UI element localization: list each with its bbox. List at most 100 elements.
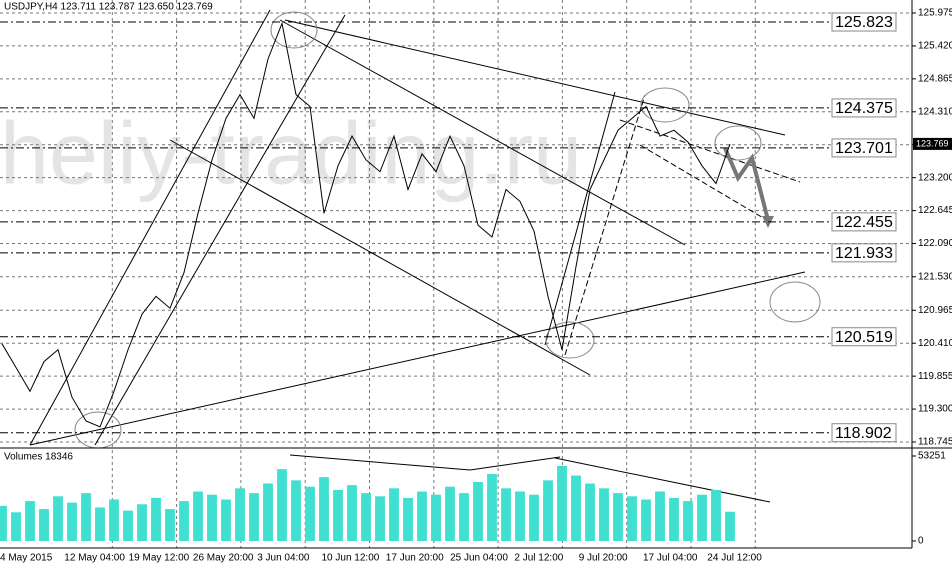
volume-bar <box>81 493 91 541</box>
volume-bar <box>25 501 35 541</box>
y-tick-label: 119.855 <box>918 371 952 382</box>
y-tick-label: 118.745 <box>918 437 952 448</box>
volume-tick-label: 53251 <box>918 451 946 462</box>
volume-bar <box>515 491 525 541</box>
x-tick-label: 17 Jun 20:00 <box>386 553 444 564</box>
current-price-box <box>913 137 952 150</box>
volume-bar <box>179 501 189 541</box>
volume-bar <box>501 488 511 541</box>
volume-bar <box>683 501 693 541</box>
y-tick-label: 125.975 <box>918 8 952 19</box>
trend-lines <box>29 9 821 503</box>
volume-bar <box>697 494 707 541</box>
volume-bar <box>431 494 441 541</box>
y-tick-label: 125.420 <box>918 41 952 52</box>
volume-bar <box>305 486 315 541</box>
volume-bar <box>235 488 245 541</box>
x-tick-label: 19 May 12:00 <box>129 553 190 564</box>
volume-bar <box>263 483 273 541</box>
volume-bar <box>655 491 665 541</box>
volume-bar <box>333 489 343 541</box>
volume-bar <box>669 497 679 541</box>
volume-bar <box>53 496 63 541</box>
x-tick-label: 10 Jun 12:00 <box>322 553 380 564</box>
volume-bar <box>473 481 483 541</box>
volume-bar <box>151 497 161 541</box>
volume-bar <box>123 510 133 541</box>
volume-bar <box>249 493 259 541</box>
chart-title: USDJPY,H4 123.711 123.787 123.650 123.76… <box>4 2 213 13</box>
watermark: heliy-trading.ru <box>0 103 582 202</box>
volume-bar <box>0 505 7 541</box>
volume-bar <box>193 491 203 541</box>
x-tick-label: 4 May 2015 <box>0 553 53 564</box>
volume-bar <box>417 491 427 541</box>
x-tick-label: 25 Jun 04:00 <box>450 553 508 564</box>
y-tick-label: 121.530 <box>918 271 952 282</box>
y-tick-label: 120.965 <box>918 305 952 316</box>
level-label-box <box>831 327 897 347</box>
price-line <box>1 21 731 428</box>
level-label: 124.375 <box>835 100 893 117</box>
y-tick-label: 119.300 <box>918 404 952 415</box>
volume-bar <box>221 499 231 541</box>
volume-bar <box>557 465 567 541</box>
volume-bar <box>599 488 609 541</box>
volume-bar <box>207 494 217 541</box>
volume-bar <box>571 475 581 541</box>
volume-bar <box>487 473 497 541</box>
volume-bar <box>543 480 553 541</box>
volume-bar <box>529 494 539 541</box>
current-price-label: 123.769 <box>916 138 949 148</box>
volume-bar <box>725 511 735 541</box>
level-label-box <box>831 98 897 118</box>
volume-bar <box>95 507 105 541</box>
volume-bar <box>165 509 175 541</box>
volume-bar <box>613 493 623 541</box>
volume-bar <box>403 497 413 541</box>
level-label-box <box>831 243 897 263</box>
y-tick-label: 124.865 <box>918 74 952 85</box>
level-label-box <box>831 212 897 232</box>
volume-bar <box>459 493 469 541</box>
volume-bar <box>109 499 119 541</box>
x-tick-label: 26 May 20:00 <box>193 553 254 564</box>
volume-bar <box>347 485 357 541</box>
x-tick-label: 9 Jul 20:00 <box>579 553 628 564</box>
level-label: 125.823 <box>835 14 893 31</box>
y-tick-label: 120.410 <box>918 338 952 349</box>
y-tick-label: 124.310 <box>918 106 952 117</box>
x-tick-label: 12 May 04:00 <box>64 553 125 564</box>
level-label: 118.902 <box>835 425 892 442</box>
volume-bar <box>361 493 371 541</box>
volume-bar <box>277 469 287 541</box>
level-label: 120.519 <box>835 329 893 346</box>
volume-bar <box>137 504 147 541</box>
level-label: 122.455 <box>835 214 893 231</box>
level-label: 123.701 <box>835 140 893 157</box>
volume-bar <box>67 502 77 541</box>
x-tick-label: 2 Jul 12:00 <box>514 553 563 564</box>
volume-bar <box>11 512 21 541</box>
volume-bar <box>585 483 595 541</box>
x-tick-label: 24 Jul 12:00 <box>707 553 762 564</box>
level-label: 121.933 <box>835 245 893 262</box>
volume-bar <box>445 486 455 541</box>
volume-bar <box>375 496 385 541</box>
volume-bar <box>711 489 721 541</box>
volume-bar <box>39 509 49 541</box>
level-label-box <box>831 423 897 443</box>
x-tick-label: 17 Jul 04:00 <box>643 553 698 564</box>
level-label-box <box>831 12 897 32</box>
volume-bar <box>389 488 399 541</box>
y-tick-label: 123.200 <box>918 172 952 183</box>
x-tick-label: 3 Jun 04:00 <box>257 553 310 564</box>
volume-bar <box>641 499 651 541</box>
volume-bar <box>291 480 301 541</box>
level-label-box <box>831 138 897 158</box>
volume-title: Volumes 18346 <box>4 452 73 463</box>
volume-tick-label: 0 <box>918 536 924 547</box>
volume-bar <box>319 477 329 541</box>
